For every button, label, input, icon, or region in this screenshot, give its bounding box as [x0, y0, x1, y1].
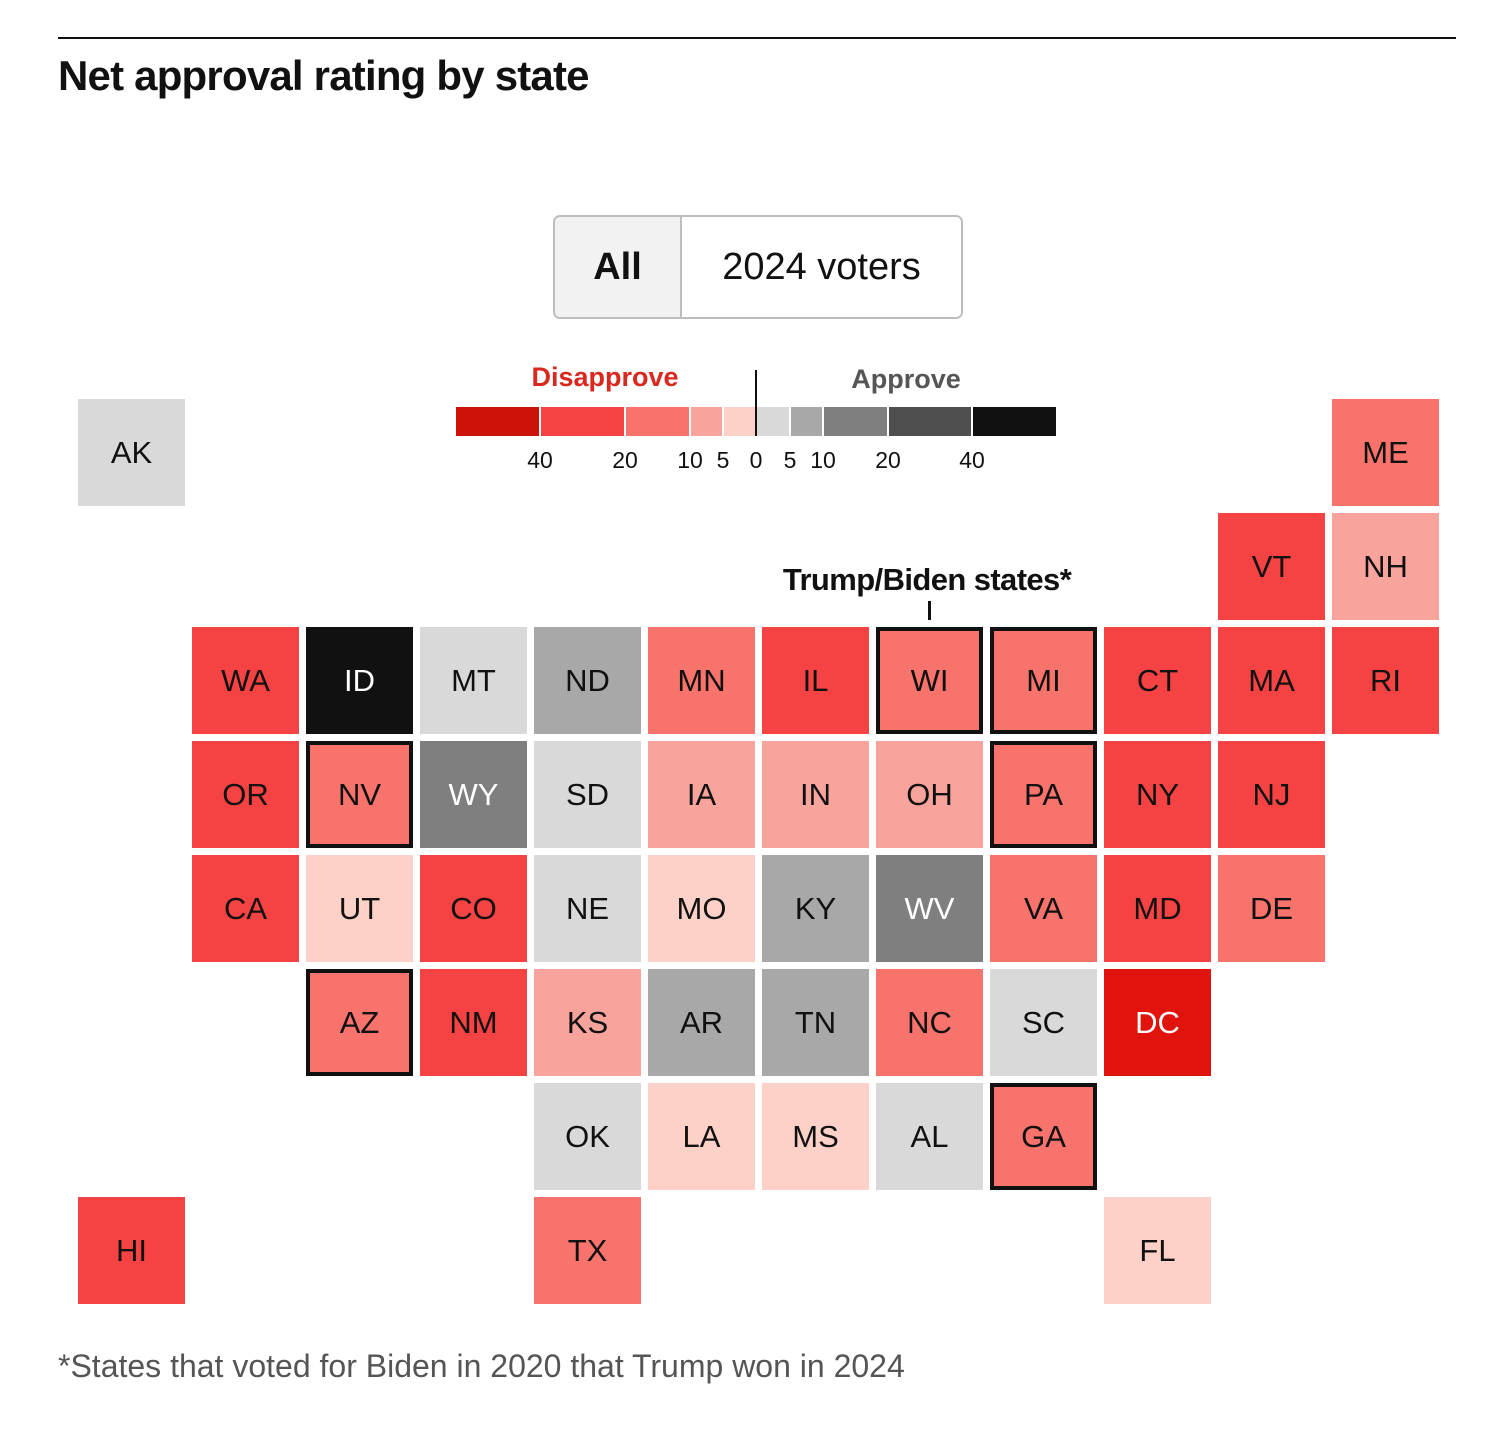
state-tile-ar[interactable]: AR	[648, 969, 755, 1076]
state-tile-wa[interactable]: WA	[192, 627, 299, 734]
state-tile-ct[interactable]: CT	[1104, 627, 1211, 734]
state-tile-ut[interactable]: UT	[306, 855, 413, 962]
toggle-all-button[interactable]: All	[555, 217, 682, 317]
legend-tick-label: 40	[959, 447, 985, 473]
state-tile-hi[interactable]: HI	[78, 1197, 185, 1304]
legend-approve-label: Approve	[851, 364, 961, 394]
footnote: *States that voted for Biden in 2020 tha…	[58, 1348, 905, 1384]
toggle-2024-voters-button[interactable]: 2024 voters	[682, 217, 961, 317]
state-tile-ny[interactable]: NY	[1104, 741, 1211, 848]
state-tile-id[interactable]: ID	[306, 627, 413, 734]
state-tile-il[interactable]: IL	[762, 627, 869, 734]
state-tile-ks[interactable]: KS	[534, 969, 641, 1076]
state-tile-nv[interactable]: NV	[306, 741, 413, 848]
legend-zero-line	[755, 370, 757, 436]
legend-tick-label: 10	[677, 447, 703, 473]
state-tile-la[interactable]: LA	[648, 1083, 755, 1190]
state-tile-mo[interactable]: MO	[648, 855, 755, 962]
state-tile-co[interactable]: CO	[420, 855, 527, 962]
legend-swatch-d20-40	[541, 407, 624, 436]
state-tile-al[interactable]: AL	[876, 1083, 983, 1190]
legend-tick-label: 5	[716, 447, 730, 473]
state-tile-ma[interactable]: MA	[1218, 627, 1325, 734]
state-tile-md[interactable]: MD	[1104, 855, 1211, 962]
annotation-pointer	[928, 601, 931, 620]
state-tile-az[interactable]: AZ	[306, 969, 413, 1076]
state-tile-mt[interactable]: MT	[420, 627, 527, 734]
state-tile-ky[interactable]: KY	[762, 855, 869, 962]
state-tile-ia[interactable]: IA	[648, 741, 755, 848]
state-tile-ri[interactable]: RI	[1332, 627, 1439, 734]
state-tile-sd[interactable]: SD	[534, 741, 641, 848]
state-tile-nm[interactable]: NM	[420, 969, 527, 1076]
legend-swatch-a10-20	[824, 407, 887, 436]
state-tile-nd[interactable]: ND	[534, 627, 641, 734]
state-tile-me[interactable]: ME	[1332, 399, 1439, 506]
state-tile-vt[interactable]: VT	[1218, 513, 1325, 620]
state-tile-nj[interactable]: NJ	[1218, 741, 1325, 848]
state-tile-in[interactable]: IN	[762, 741, 869, 848]
legend-tick-label: 0	[749, 447, 763, 473]
legend-tick-label: 40	[527, 447, 553, 473]
legend-swatch-a40plus	[973, 407, 1056, 436]
state-tile-wi[interactable]: WI	[876, 627, 983, 734]
chart-title: Net approval rating by state	[58, 52, 590, 99]
state-tile-ne[interactable]: NE	[534, 855, 641, 962]
state-tile-ak[interactable]: AK	[78, 399, 185, 506]
state-tile-or[interactable]: OR	[192, 741, 299, 848]
state-tile-ok[interactable]: OK	[534, 1083, 641, 1190]
state-tile-wv[interactable]: WV	[876, 855, 983, 962]
legend-swatch-d10-20	[626, 407, 689, 436]
state-tile-sc[interactable]: SC	[990, 969, 1097, 1076]
legend-tick-label: 20	[612, 447, 638, 473]
state-tile-wy[interactable]: WY	[420, 741, 527, 848]
state-tile-pa[interactable]: PA	[990, 741, 1097, 848]
legend-swatch-d0-5	[724, 407, 755, 436]
state-tile-tn[interactable]: TN	[762, 969, 869, 1076]
state-tile-oh[interactable]: OH	[876, 741, 983, 848]
voter-toggle[interactable]: All 2024 voters	[553, 215, 963, 319]
legend-tick-label: 5	[783, 447, 797, 473]
state-tile-fl[interactable]: FL	[1104, 1197, 1211, 1304]
legend-swatch-a5-10	[791, 407, 822, 436]
state-tile-nh[interactable]: NH	[1332, 513, 1439, 620]
state-tile-ca[interactable]: CA	[192, 855, 299, 962]
legend-disapprove-label: Disapprove	[531, 362, 679, 392]
state-tile-ga[interactable]: GA	[990, 1083, 1097, 1190]
state-tile-mi[interactable]: MI	[990, 627, 1097, 734]
state-tile-va[interactable]: VA	[990, 855, 1097, 962]
legend-swatch-a0-5	[757, 407, 789, 436]
trump-biden-annotation: Trump/Biden states*	[782, 562, 1072, 597]
legend-swatch-d5-10	[691, 407, 722, 436]
state-tile-ms[interactable]: MS	[762, 1083, 869, 1190]
state-tile-mn[interactable]: MN	[648, 627, 755, 734]
legend-swatch-d40plus	[456, 407, 539, 436]
state-tile-nc[interactable]: NC	[876, 969, 983, 1076]
state-tile-dc[interactable]: DC	[1104, 969, 1211, 1076]
state-tile-de[interactable]: DE	[1218, 855, 1325, 962]
legend-tick-label: 10	[810, 447, 836, 473]
state-tile-tx[interactable]: TX	[534, 1197, 641, 1304]
legend-tick-label: 20	[875, 447, 901, 473]
top-rule	[58, 37, 1456, 39]
legend-swatch-a20-40	[889, 407, 971, 436]
